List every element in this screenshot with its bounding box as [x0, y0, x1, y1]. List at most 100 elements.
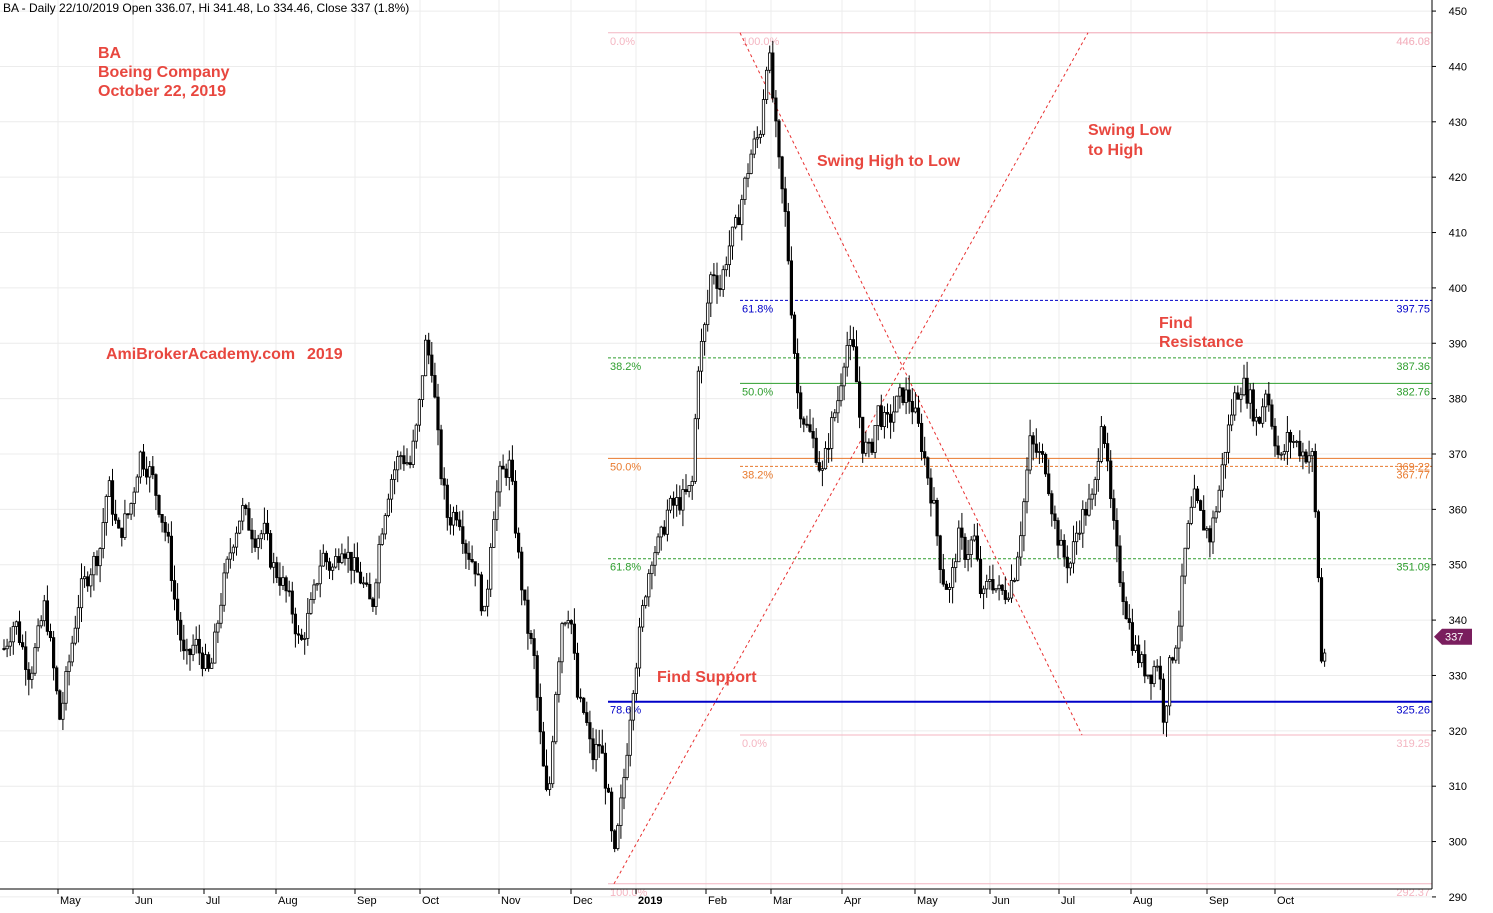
candle: [569, 619, 573, 635]
candle: [337, 548, 341, 571]
candle: [1000, 584, 1004, 595]
candle: [1087, 483, 1091, 517]
candle: [703, 322, 707, 356]
candle: [253, 529, 257, 553]
candle: [182, 624, 186, 660]
candle: [1304, 449, 1308, 464]
x-tick-label: May: [917, 895, 938, 907]
candle: [371, 596, 375, 612]
candle: [73, 615, 77, 646]
candle: [197, 624, 201, 665]
candle: [1071, 525, 1076, 574]
candle: [8, 627, 12, 656]
candle: [1146, 674, 1150, 680]
candle: [566, 610, 570, 629]
candle: [430, 341, 434, 383]
candle: [1081, 500, 1085, 548]
candle: [606, 783, 611, 794]
y-tick-label: 410: [1449, 228, 1467, 240]
candle: [1267, 382, 1271, 412]
candle: [758, 130, 763, 144]
candle: [690, 475, 694, 500]
candle: [14, 620, 18, 635]
candle: [634, 662, 639, 701]
candle: [662, 520, 666, 537]
candle: [1273, 418, 1277, 457]
candle: [473, 561, 477, 587]
candle: [321, 544, 325, 567]
annotation-date: October 22, 2019: [98, 83, 226, 100]
candle: [45, 585, 50, 636]
swing-line-high-to-low: [739, 32, 1083, 736]
candle: [324, 550, 329, 570]
candle: [377, 535, 381, 599]
candle: [1276, 435, 1280, 459]
candle: [1009, 564, 1014, 603]
candle: [820, 460, 825, 487]
candle: [656, 533, 660, 556]
candle: [1192, 474, 1196, 508]
candle: [718, 274, 722, 297]
candle: [585, 701, 589, 726]
candle: [923, 436, 927, 466]
candle: [1257, 416, 1262, 425]
candle: [975, 523, 980, 562]
y-tick-label: 290: [1449, 892, 1467, 904]
candle: [98, 547, 102, 583]
candle: [129, 502, 133, 521]
candle: [423, 334, 428, 377]
fib-level-value: 369.22: [1396, 461, 1430, 473]
y-tick-label: 300: [1449, 837, 1467, 849]
candle: [1158, 656, 1162, 691]
candle: [1195, 485, 1200, 504]
y-tick-label: 350: [1449, 560, 1467, 572]
candle: [1109, 450, 1113, 509]
candle: [858, 366, 862, 429]
candle: [166, 523, 170, 544]
candle: [1143, 640, 1147, 684]
x-tick-label: 2019: [638, 895, 662, 907]
candle: [1140, 651, 1144, 668]
candle: [1295, 439, 1299, 448]
candle: [1124, 596, 1128, 620]
candle: [61, 691, 65, 731]
candle: [287, 580, 291, 597]
candle: [203, 643, 208, 672]
candle: [591, 727, 595, 770]
candle: [659, 525, 663, 551]
candle: [802, 416, 806, 433]
candle: [582, 697, 586, 715]
candle: [954, 553, 958, 583]
candle: [1226, 414, 1231, 464]
annotation-site: AmiBrokerAcademy.com: [106, 346, 295, 363]
candle: [312, 579, 316, 604]
x-tick-label: Jun: [135, 895, 153, 907]
candle: [1059, 529, 1063, 546]
candle: [851, 326, 856, 351]
candle: [1031, 432, 1035, 461]
candle: [730, 226, 735, 260]
candle: [154, 473, 158, 511]
candle: [721, 265, 725, 297]
candle: [492, 511, 496, 548]
candle: [160, 513, 164, 533]
candle: [575, 642, 580, 700]
y-tick-label: 430: [1449, 117, 1467, 129]
candle: [117, 517, 121, 529]
candle: [1214, 506, 1218, 523]
candle: [1164, 704, 1169, 737]
candle: [1217, 485, 1221, 513]
y-tick-label: 370: [1449, 449, 1467, 461]
candle: [709, 271, 713, 318]
candle: [442, 467, 446, 500]
x-tick-label: Oct: [1277, 895, 1294, 907]
candle: [749, 149, 753, 175]
candle: [343, 548, 347, 566]
candle: [327, 557, 332, 580]
candle: [941, 553, 945, 587]
candle: [1034, 428, 1038, 458]
candle: [1152, 660, 1156, 688]
candle: [228, 538, 232, 569]
candle: [1040, 443, 1045, 463]
